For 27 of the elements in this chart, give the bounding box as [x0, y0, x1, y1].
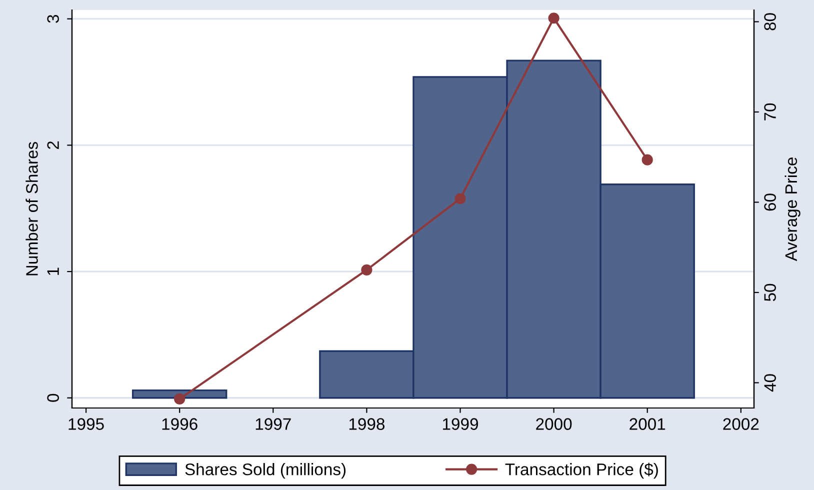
y-axis-title: Number of Shares: [26, 142, 38, 276]
y-tick-label: 2: [47, 141, 59, 149]
x-tick-label: 1995: [68, 418, 104, 430]
legend-label: Transaction Price ($): [505, 462, 658, 479]
y2-tick-label: 70: [764, 103, 776, 120]
x-tick-label: 1996: [162, 418, 198, 430]
y2-tick-label: 80: [764, 13, 776, 30]
legend-label: Shares Sold (millions): [185, 463, 346, 479]
point: [174, 393, 186, 405]
x-tick-label: 1999: [442, 418, 478, 430]
x-tick-label: 2002: [723, 418, 759, 430]
point: [642, 154, 653, 166]
point: [548, 12, 560, 24]
x-tick-label: 1998: [349, 418, 385, 430]
x-tick-label: 2001: [630, 418, 666, 430]
point: [454, 193, 466, 204]
x-tick-label: 2000: [536, 418, 572, 430]
y-tick-label: 3: [47, 14, 59, 23]
y2-tick-label: 50: [764, 284, 776, 302]
point: [361, 264, 372, 276]
bar: [132, 389, 228, 399]
x-tick-label: 1997: [256, 418, 291, 430]
y2-axis-title: Average Price: [784, 158, 800, 262]
y2-tick-label: 60: [764, 194, 776, 211]
y-tick-label: 1: [47, 268, 59, 275]
y-tick-label: 0: [47, 394, 59, 402]
y2-tick-label: 40: [764, 374, 776, 392]
